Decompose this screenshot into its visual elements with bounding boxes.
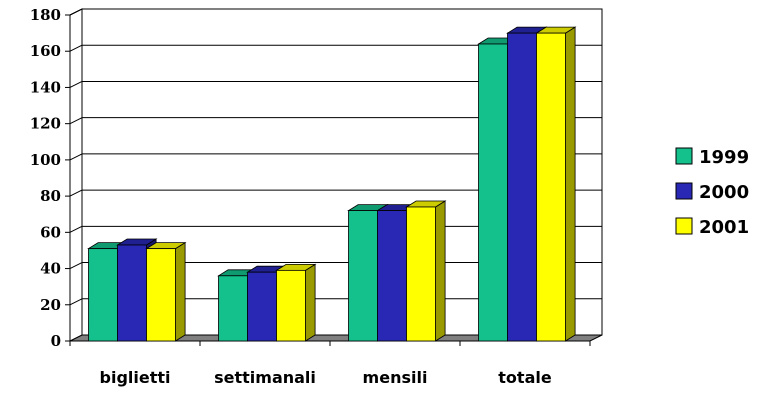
gridline-side [69, 44, 83, 52]
y-tick-label: 60 [40, 223, 61, 241]
bar-front [276, 269, 306, 342]
gridline-side [69, 298, 83, 306]
bar-side [175, 241, 186, 342]
legend-label: 2001 [699, 217, 749, 238]
x-category-label: settimanali [214, 368, 316, 387]
bar-side [565, 26, 576, 342]
legend-item-2000: 2000 [675, 182, 749, 203]
legend-swatch [675, 217, 693, 235]
bar-front [247, 271, 277, 342]
bar-front [88, 248, 118, 342]
legend-swatch [675, 147, 693, 165]
y-tick-label: 160 [30, 42, 61, 60]
bar-front [478, 43, 508, 342]
y-tick-labels: 0 20 40 60 80 100 120 140 160 180 [30, 6, 61, 350]
gridline-side [69, 8, 83, 16]
gridline-side [69, 262, 83, 270]
bar-front [377, 210, 407, 342]
y-tick-label: 20 [40, 296, 61, 314]
gridline-side [69, 117, 83, 125]
x-category-labels: biglietti settimanali mensili totale [100, 368, 552, 387]
legend-item-2001: 2001 [675, 217, 749, 238]
bar-front [146, 248, 176, 342]
y-tick-label: 100 [30, 151, 61, 169]
y-tick-label: 140 [30, 78, 61, 96]
y-tick-label: 40 [40, 260, 61, 278]
y-tick-label: 180 [30, 6, 61, 24]
x-category-label: mensili [363, 368, 428, 387]
legend-swatch [675, 182, 693, 200]
bar-front [218, 275, 248, 342]
side-wall [69, 8, 83, 342]
bar-2001-totale [535, 26, 577, 342]
y-tick-label: 0 [51, 332, 61, 350]
gridline-side [69, 189, 83, 197]
bar-2001-settimanali [275, 263, 317, 342]
bar-2001-mensili [405, 200, 447, 342]
bar-front [507, 32, 537, 342]
bar-side [435, 200, 446, 342]
bar-side [305, 263, 316, 342]
x-category-label: biglietti [100, 368, 171, 387]
bar-front [348, 210, 378, 342]
gridline-side [69, 80, 83, 88]
legend-label: 1999 [699, 147, 749, 168]
gridline-side [69, 153, 83, 161]
legend: 1999 2000 2001 [675, 147, 749, 238]
bars [87, 26, 577, 342]
bar-front [117, 244, 147, 342]
legend-item-1999: 1999 [675, 147, 749, 168]
bar-2001-biglietti [145, 241, 187, 342]
bar-front [536, 32, 566, 342]
bar-front [406, 206, 436, 342]
y-tick-label: 80 [40, 187, 61, 205]
x-category-label: totale [498, 368, 552, 387]
legend-label: 2000 [699, 182, 749, 203]
y-tick-label: 120 [30, 115, 61, 133]
gridline-side [69, 225, 83, 233]
